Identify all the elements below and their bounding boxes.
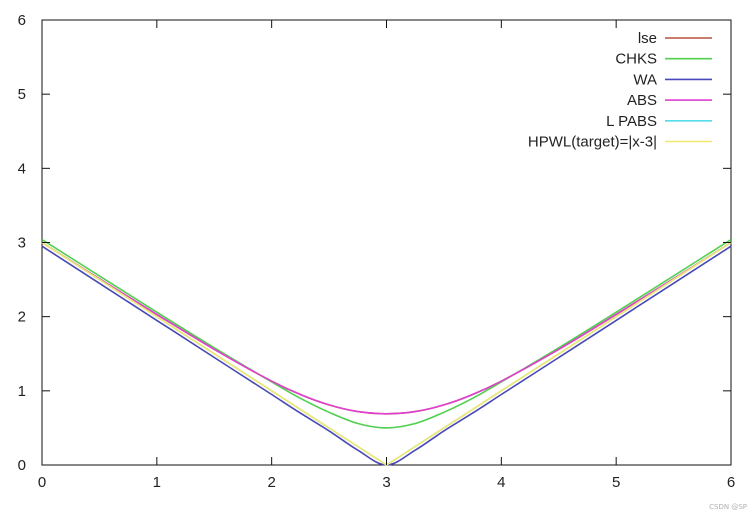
x-tick-label: 2 bbox=[267, 474, 275, 491]
x-tick-label: 4 bbox=[497, 474, 505, 491]
series-line-chks bbox=[41, 238, 732, 429]
y-tick-label: 0 bbox=[18, 457, 26, 474]
legend-label: WA bbox=[633, 71, 657, 88]
x-tick-label: 1 bbox=[153, 474, 161, 491]
x-tick-label: 5 bbox=[612, 474, 620, 491]
legend-label: ABS bbox=[627, 92, 657, 109]
y-tick-label: 5 bbox=[18, 86, 26, 103]
legend-label: lse bbox=[638, 30, 657, 47]
series-line-hpwl-target-x-3 bbox=[41, 241, 732, 466]
series-line-wa bbox=[41, 245, 732, 466]
y-tick-label: 6 bbox=[18, 12, 26, 29]
watermark: CSDN @SP bbox=[709, 503, 747, 511]
series-line-l-pabs bbox=[41, 241, 732, 466]
y-tick-label: 1 bbox=[18, 383, 26, 400]
legend-label: HPWL(target)=|x-3| bbox=[528, 134, 657, 151]
plot-area bbox=[41, 19, 732, 466]
x-tick-label: 0 bbox=[38, 474, 46, 491]
y-tick-label: 3 bbox=[18, 235, 26, 252]
plot-border bbox=[41, 19, 732, 466]
legend: lse CHKS WA ABS L PABS HPWL(target)=|x-3| bbox=[528, 30, 712, 151]
legend-label: CHKS bbox=[615, 51, 657, 68]
series-line-abs bbox=[41, 241, 732, 415]
legend-label: L PABS bbox=[606, 113, 657, 130]
series-line-lse bbox=[41, 241, 732, 415]
series-lines bbox=[41, 238, 732, 466]
y-tick-label: 4 bbox=[18, 160, 26, 177]
x-tick-label: 6 bbox=[727, 474, 735, 491]
x-tick-label: 3 bbox=[382, 474, 390, 491]
axes: 0 1 2 3 4 5 6 0 1 2 3 4 5 6 bbox=[18, 12, 736, 491]
y-tick-label: 2 bbox=[18, 309, 26, 326]
